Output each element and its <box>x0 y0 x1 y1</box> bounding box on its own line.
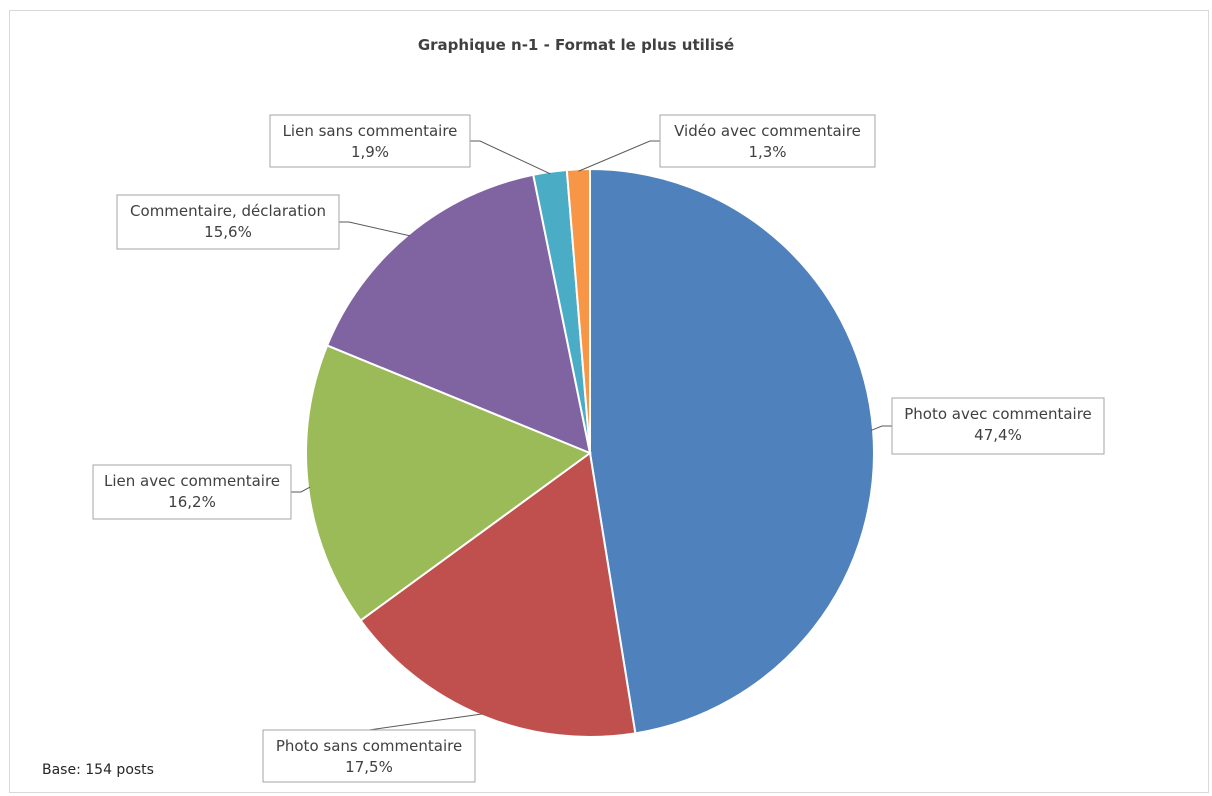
label-box-4 <box>116 194 340 250</box>
leader-line-4 <box>339 221 411 237</box>
label-box-5 <box>269 114 471 168</box>
pie-slice-2 <box>359 451 637 738</box>
slice-value-3: 16,2% <box>168 493 216 511</box>
pie-slice-3 <box>305 344 593 622</box>
slice-value-5: 1,9% <box>351 143 389 161</box>
pie-slice-4 <box>325 173 592 455</box>
leader-line-2 <box>368 713 483 731</box>
leader-line-3 <box>291 486 311 493</box>
pie-slice-6 <box>565 167 591 454</box>
slice-label-1: Photo avec commentaire <box>904 405 1092 423</box>
slice-label-3: Lien avec commentaire <box>104 472 280 490</box>
leader-line-1 <box>870 425 892 431</box>
slice-label-5: Lien sans commentaire <box>283 122 458 140</box>
label-box-2 <box>262 729 476 783</box>
slice-value-2: 17,5% <box>345 758 393 776</box>
leader-line-5 <box>470 140 551 175</box>
label-box-3 <box>92 464 292 520</box>
pie-slices <box>305 167 875 738</box>
slice-value-1: 47,4% <box>974 426 1022 444</box>
base-note: Base: 154 posts <box>42 762 154 778</box>
slice-labels: Photo avec commentaire 47,4% Photo sans co… <box>92 114 1105 783</box>
label-box-6 <box>659 114 876 168</box>
slice-label-6: Vidéo avec commentaire <box>674 122 861 140</box>
slice-value-6: 1,3% <box>748 143 786 161</box>
slice-label-2: Photo sans commentaire <box>276 737 462 755</box>
label-box-1 <box>891 397 1105 455</box>
slice-label-4: Commentaire, déclaration <box>130 202 326 220</box>
leader-lines <box>291 140 892 731</box>
leader-line-6 <box>578 140 660 172</box>
chart-title: Graphique n-1 - Format le plus utilisé <box>417 36 735 54</box>
slice-value-4: 15,6% <box>204 223 252 241</box>
pie-slice-1 <box>589 167 875 735</box>
